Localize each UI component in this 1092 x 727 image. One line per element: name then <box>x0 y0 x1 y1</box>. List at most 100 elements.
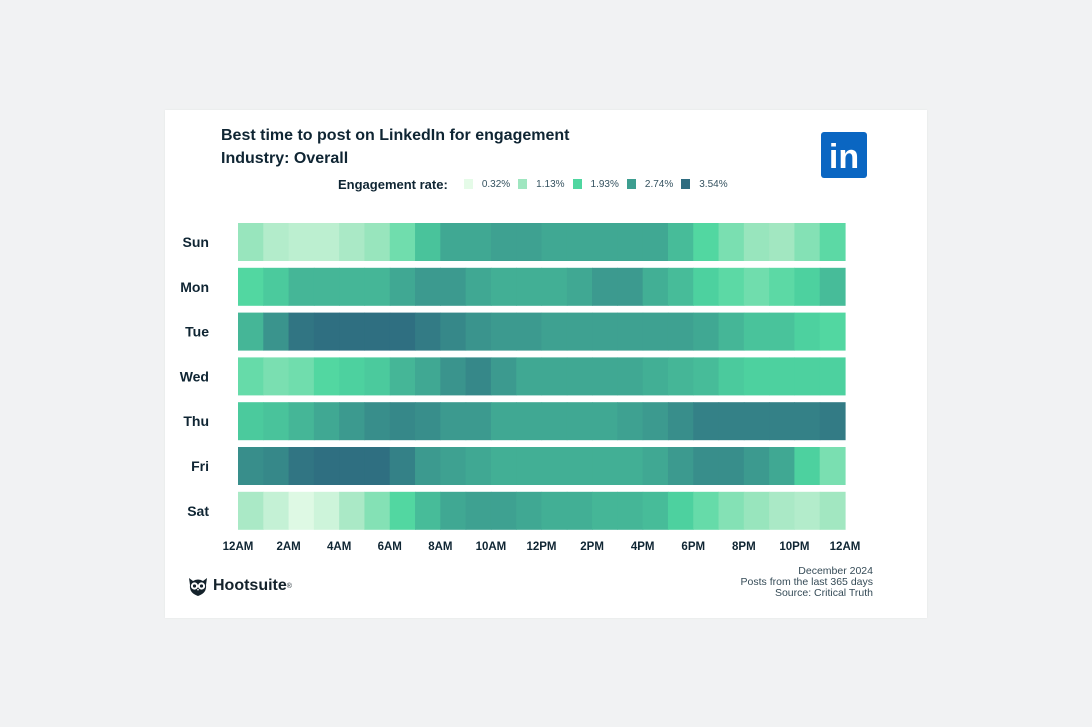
heatmap-cell <box>440 223 467 261</box>
heatmap-cell <box>313 402 340 441</box>
heatmap-cell <box>313 447 340 485</box>
heatmap-cell <box>415 447 441 485</box>
heatmap-cell <box>693 491 720 530</box>
heatmap-cell <box>364 223 391 261</box>
legend-swatch <box>463 179 473 189</box>
heatmap-cell <box>238 491 264 530</box>
heatmap-cell <box>541 267 568 306</box>
heatmap-cell <box>794 267 821 306</box>
heatmap-cell <box>743 402 770 441</box>
heatmap-cell <box>667 312 694 351</box>
row-label-sat: Sat <box>187 503 209 519</box>
heatmap-cell <box>389 402 416 441</box>
heatmap-cell <box>313 491 340 530</box>
heatmap-cell <box>465 312 492 351</box>
heatmap-cell <box>415 223 441 261</box>
heatmap-cell <box>465 223 492 261</box>
footer-notes: December 2024 Posts from the last 365 da… <box>741 566 873 599</box>
legend-label: 1.13% <box>536 178 565 190</box>
heatmap-cell <box>592 402 618 441</box>
heatmap-cell <box>718 447 745 485</box>
heatmap-cell <box>667 447 694 485</box>
heatmap-cell <box>490 447 517 485</box>
heatmap-cell <box>288 402 315 441</box>
heatmap-cell <box>238 267 264 306</box>
heatmap-cell <box>263 491 290 530</box>
heatmap-cell <box>617 223 644 261</box>
heatmap-cell <box>642 402 669 441</box>
heatmap-cell <box>313 223 340 261</box>
heatmap-cell <box>465 447 492 485</box>
x-tick-label: 12AM <box>830 541 861 553</box>
heatmap-cell <box>566 223 593 261</box>
heatmap-cell <box>263 223 290 261</box>
heatmap-cell <box>566 357 593 396</box>
legend-label: 3.54% <box>699 178 728 190</box>
x-tick-label: 4PM <box>631 541 655 553</box>
heatmap-cell <box>667 267 694 306</box>
heatmap-cell <box>238 357 264 396</box>
heatmap-cell <box>743 447 770 485</box>
heatmap-cell <box>541 357 568 396</box>
heatmap-cell <box>490 223 517 261</box>
footer-scope: Posts from the last 365 days <box>740 576 873 588</box>
heatmap-cell <box>718 312 745 351</box>
heatmap-cell <box>819 223 846 261</box>
heatmap-cell <box>263 312 290 351</box>
heatmap-cell <box>541 491 568 530</box>
heatmap-cell <box>642 357 669 396</box>
heatmap-cell <box>389 491 416 530</box>
footer-source: Source: Critical Truth <box>774 587 873 599</box>
heatmap-cell <box>592 267 618 306</box>
heatmap-cell <box>743 267 770 306</box>
heatmap-cell <box>465 267 492 306</box>
heatmap-cell <box>364 491 391 530</box>
chart-card: Best time to post on LinkedIn for engage… <box>165 110 927 618</box>
heatmap-cell <box>617 267 644 306</box>
heatmap-cell <box>566 491 593 530</box>
heatmap-cell <box>364 267 391 306</box>
heatmap-cell <box>718 267 745 306</box>
heatmap-cell <box>263 357 290 396</box>
legend-swatch <box>681 179 691 189</box>
heatmap-cell <box>364 402 391 441</box>
heatmap-cell <box>592 357 618 396</box>
legend-item: 2.74% <box>626 179 673 190</box>
heatmap-cell <box>617 357 644 396</box>
heatmap-cell <box>288 267 315 306</box>
heatmap-cell <box>718 491 745 530</box>
heatmap-cell <box>541 312 568 351</box>
heatmap-cell <box>288 312 315 351</box>
heatmap-cell <box>465 491 492 530</box>
heatmap-cell <box>667 223 694 261</box>
heatmap-cell <box>693 357 720 396</box>
heatmap-cell <box>743 357 770 396</box>
heatmap-cell <box>440 491 467 530</box>
heatmap-cell <box>769 312 796 351</box>
heatmap-cell <box>819 357 846 396</box>
row-label-tue: Tue <box>185 324 209 340</box>
hootsuite-logo: Hootsuite ® <box>187 575 292 597</box>
x-tick-label: 8PM <box>732 541 756 553</box>
row-label-thu: Thu <box>183 413 209 429</box>
heatmap-cell <box>263 447 290 485</box>
heatmap-cell <box>819 402 846 441</box>
x-tick-label: 6PM <box>681 541 705 553</box>
heatmap-cell <box>794 357 821 396</box>
heatmap-chart: Sun Mon Tue Wed Thu Fri Sat 12AM 2AM 4AM 6AM 8AM 10A… <box>180 223 861 553</box>
heatmap-cell <box>313 357 340 396</box>
heatmap-cell <box>794 491 821 530</box>
heatmap-cell <box>339 357 366 396</box>
heatmap-cell <box>592 312 618 351</box>
heatmap-cell <box>642 267 669 306</box>
heatmap-cell <box>389 312 416 351</box>
heatmap-cell <box>693 312 720 351</box>
heatmap-cell <box>288 491 315 530</box>
heatmap-cell <box>389 267 416 306</box>
heatmap-cell <box>592 491 618 530</box>
x-tick-label: 6AM <box>378 541 402 553</box>
heatmap-cell <box>516 402 543 441</box>
legend: Engagement rate: 0.32% 1.13% 1.93% 2.74%… <box>338 175 728 193</box>
x-tick-label: 4AM <box>327 541 351 553</box>
heatmap-cell <box>718 402 745 441</box>
